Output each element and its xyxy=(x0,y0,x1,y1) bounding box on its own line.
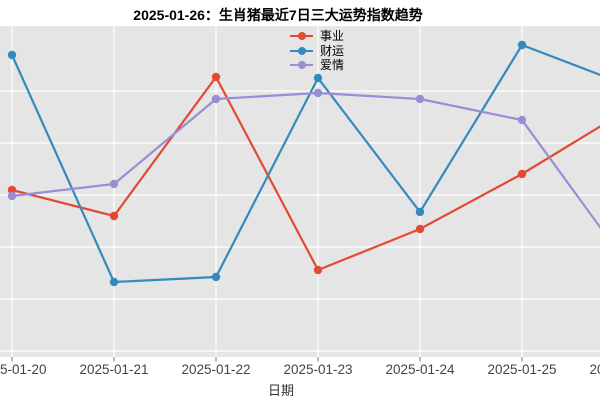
series-career xyxy=(7,72,600,275)
series-love xyxy=(7,88,600,229)
data-point xyxy=(109,179,119,189)
x-tick-label: 2025-01-24 xyxy=(385,362,455,377)
page-title: 2025-01-26：生肖猪最近7日三大运势指数趋势 xyxy=(133,7,423,23)
legend: 事业 财运 爱情 xyxy=(290,29,344,73)
career-dot-icon xyxy=(297,32,306,41)
data-point xyxy=(7,50,17,60)
data-point xyxy=(415,224,425,234)
wealth-line-marker-icon xyxy=(290,46,313,55)
series-line xyxy=(11,91,600,229)
x-tick-label: 2025-01-20 xyxy=(0,362,47,377)
x-axis-tick-labels: 2025-01-20 2025-01-21 2025-01-22 2025-01-23… xyxy=(0,362,600,378)
data-point xyxy=(517,115,527,125)
x-tick-label: 2025-01-25 xyxy=(487,362,557,377)
x-tick-label: 2025-01-23 xyxy=(283,362,353,377)
data-point xyxy=(415,94,425,104)
data-point xyxy=(7,185,17,195)
career-line-marker-icon xyxy=(290,32,313,41)
data-point xyxy=(211,94,221,104)
legend-item-wealth: 财运 xyxy=(290,44,344,59)
series-line xyxy=(11,74,600,272)
legend-label: 事业 xyxy=(320,29,345,44)
series-wealth xyxy=(7,40,600,287)
data-point xyxy=(7,191,17,201)
x-tick-label: 2025-01-26 xyxy=(589,362,600,377)
wealth-dot-icon xyxy=(297,46,306,55)
data-point xyxy=(211,72,221,82)
data-point xyxy=(313,265,323,275)
data-point xyxy=(313,88,323,98)
data-point xyxy=(109,277,119,287)
love-line-marker-icon xyxy=(290,61,313,70)
legend-item-love: 爱情 xyxy=(290,58,344,73)
legend-item-career: 事业 xyxy=(290,29,344,44)
data-point xyxy=(313,73,323,83)
legend-label: 爱情 xyxy=(320,58,345,73)
data-point xyxy=(109,211,119,221)
love-dot-icon xyxy=(297,61,306,70)
gridlines xyxy=(0,26,600,357)
data-point xyxy=(517,40,527,50)
x-axis-tick-marks xyxy=(11,357,523,362)
x-tick-label: 2025-01-22 xyxy=(181,362,251,377)
legend-label: 财运 xyxy=(320,43,345,58)
data-point xyxy=(211,272,221,282)
data-point xyxy=(517,169,527,179)
x-tick-label: 2025-01-21 xyxy=(79,362,149,377)
data-point xyxy=(415,207,425,217)
x-axis-title: 日期 xyxy=(267,383,294,398)
